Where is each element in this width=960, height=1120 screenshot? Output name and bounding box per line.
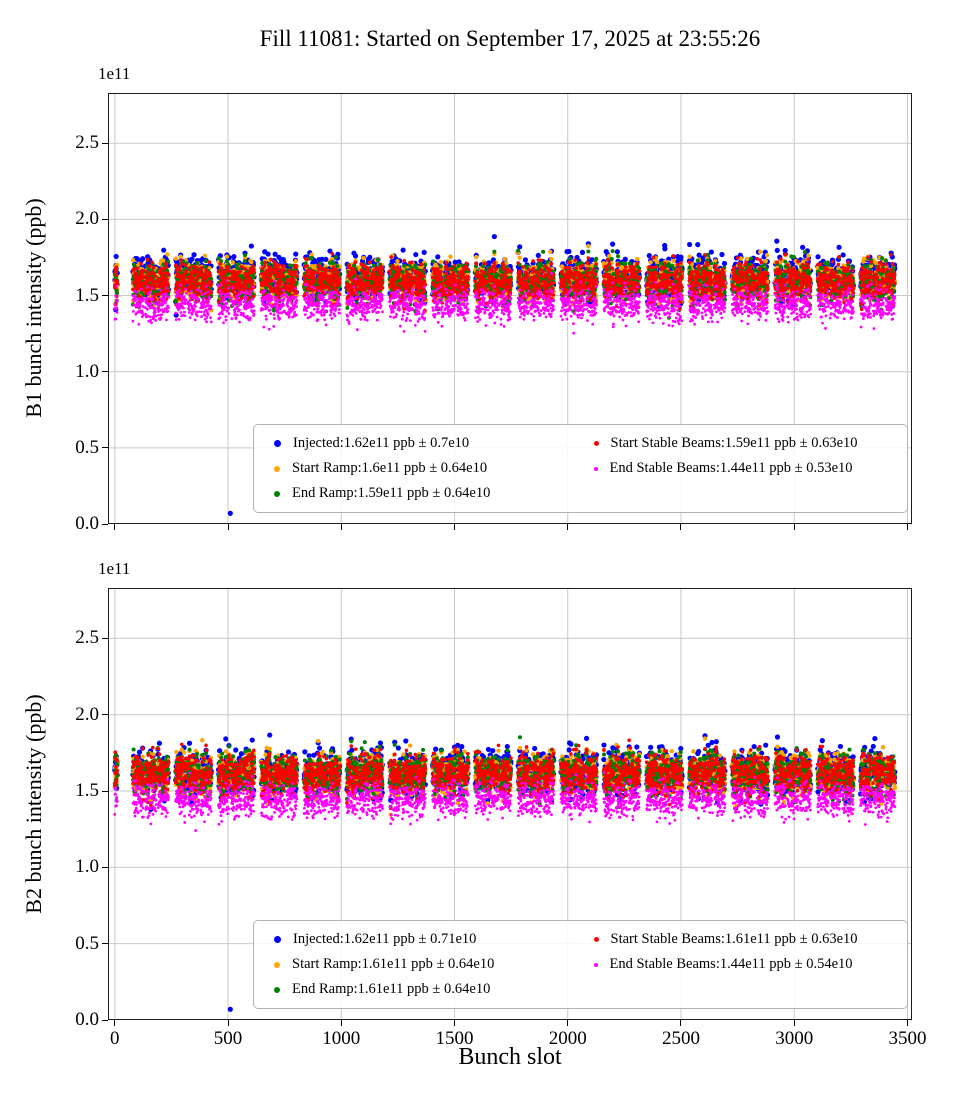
legend-item-injected: Injected:1.62e11 ppb ± 0.71e10 xyxy=(268,931,574,948)
x-tick-mark xyxy=(906,524,908,530)
legend-marker-icon xyxy=(274,936,281,943)
y-tick-label: 2.0 xyxy=(75,703,99,725)
legend-marker-icon xyxy=(274,490,280,497)
x-tick-label: 500 xyxy=(213,1028,243,1049)
b2-plot-area: Injected:1.62e11 ppb ± 0.71e10 Start Ramp… xyxy=(75,588,926,1049)
legend-label: End Stable Beams:1.44e11 ppb ± 0.53e10 xyxy=(609,460,853,476)
legend-label: Start Ramp:1.61e11 ppb ± 0.64e10 xyxy=(292,956,495,972)
legend-marker-icon xyxy=(593,937,599,942)
b1-legend: Injected:1.62e11 ppb ± 0.7e10 Start Ramp:… xyxy=(253,424,908,513)
legend-marker-icon xyxy=(593,466,598,471)
y-tick-mark xyxy=(102,943,108,945)
legend-item-start-stable-beams: Start Stable Beams:1.59e11 ppb ± 0.63e10 xyxy=(588,435,894,452)
legend-label: Injected:1.62e11 ppb ± 0.7e10 xyxy=(293,435,470,451)
y-tick-mark xyxy=(102,218,108,220)
x-tick-label: 0 xyxy=(110,1028,120,1049)
legend-label: End Ramp:1.61e11 ppb ± 0.64e10 xyxy=(292,981,491,997)
y-tick-label: 2.5 xyxy=(75,627,99,649)
legend-item-injected: Injected:1.62e11 ppb ± 0.7e10 xyxy=(268,435,574,452)
b2-y-axis-offset-label: 1e11 xyxy=(98,559,131,578)
x-tick-mark xyxy=(906,1020,908,1026)
legend-label: Start Ramp:1.6e11 ppb ± 0.64e10 xyxy=(292,460,488,476)
x-tick-mark xyxy=(114,1020,116,1026)
x-tick-label: 2000 xyxy=(548,1028,587,1049)
legend-label: Injected:1.62e11 ppb ± 0.71e10 xyxy=(293,931,477,947)
y-tick-mark xyxy=(102,714,108,716)
y-tick-mark xyxy=(102,866,108,868)
x-tick-label: 1500 xyxy=(435,1028,474,1049)
x-tick-mark xyxy=(340,524,342,530)
x-tick-mark xyxy=(340,1020,342,1026)
legend-label: End Ramp:1.59e11 ppb ± 0.64e10 xyxy=(292,485,491,501)
x-tick-mark xyxy=(680,524,682,530)
legend-marker-icon xyxy=(274,465,280,472)
legend-label: Start Stable Beams:1.61e11 ppb ± 0.63e10 xyxy=(610,931,858,947)
b1-y-axis-offset-label: 1e11 xyxy=(98,64,131,83)
legend-marker-icon xyxy=(593,441,599,446)
x-axis-label: Bunch slot xyxy=(458,1044,562,1070)
y-tick-mark xyxy=(102,447,108,449)
x-tick-label: 3500 xyxy=(888,1028,927,1049)
y-tick-mark xyxy=(102,523,108,525)
x-tick-label: 3000 xyxy=(775,1028,814,1049)
y-tick-label: 1.5 xyxy=(75,284,99,306)
legend-marker-icon xyxy=(274,961,280,968)
y-tick-mark xyxy=(102,790,108,792)
y-tick-mark xyxy=(102,637,108,639)
x-tick-mark xyxy=(567,1020,569,1026)
x-tick-mark xyxy=(227,524,229,530)
x-tick-mark xyxy=(793,1020,795,1026)
y-tick-label: 2.5 xyxy=(75,132,99,154)
y-tick-label: 0.5 xyxy=(75,436,99,458)
b2-legend: Injected:1.62e11 ppb ± 0.71e10 Start Ramp… xyxy=(253,920,908,1009)
y-tick-label: 0.0 xyxy=(75,513,99,534)
legend-item-start-ramp: Start Ramp:1.61e11 ppb ± 0.64e10 xyxy=(268,956,574,973)
x-tick-mark xyxy=(227,1020,229,1026)
b2-y-axis-label: B2 bunch intensity (ppb) xyxy=(21,694,46,914)
legend-marker-icon xyxy=(274,986,280,993)
y-tick-mark xyxy=(102,142,108,144)
y-tick-label: 2.0 xyxy=(75,208,99,230)
legend-item-start-ramp: Start Ramp:1.6e11 ppb ± 0.64e10 xyxy=(268,460,574,477)
x-tick-label: 1000 xyxy=(322,1028,361,1049)
x-tick-mark xyxy=(114,524,116,530)
y-tick-label: 0.0 xyxy=(75,1009,99,1030)
b1-y-axis-label: B1 bunch intensity (ppb) xyxy=(21,198,46,418)
legend-item-end-stable-beams: End Stable Beams:1.44e11 ppb ± 0.54e10 xyxy=(588,956,894,973)
y-tick-label: 1.0 xyxy=(75,856,99,878)
legend-label: Start Stable Beams:1.59e11 ppb ± 0.63e10 xyxy=(610,435,858,451)
y-tick-label: 1.5 xyxy=(75,780,99,802)
figure-title: Fill 11081: Started on September 17, 202… xyxy=(259,26,761,51)
x-tick-label: 2500 xyxy=(661,1028,700,1049)
y-tick-mark xyxy=(102,1019,108,1021)
x-tick-mark xyxy=(567,524,569,530)
x-tick-mark xyxy=(680,1020,682,1026)
legend-marker-icon xyxy=(593,962,598,967)
y-tick-label: 0.5 xyxy=(75,932,99,954)
legend-label: End Stable Beams:1.44e11 ppb ± 0.54e10 xyxy=(609,956,853,972)
x-tick-mark xyxy=(793,524,795,530)
x-tick-mark xyxy=(454,524,455,530)
y-tick-mark xyxy=(102,371,108,373)
legend-item-end-stable-beams: End Stable Beams:1.44e11 ppb ± 0.53e10 xyxy=(588,460,894,477)
legend-item-end-ramp: End Ramp:1.59e11 ppb ± 0.64e10 xyxy=(268,485,574,502)
y-tick-mark xyxy=(102,295,108,297)
legend-item-start-stable-beams: Start Stable Beams:1.61e11 ppb ± 0.63e10 xyxy=(588,931,894,948)
x-tick-mark xyxy=(454,1020,455,1026)
y-tick-label: 1.0 xyxy=(75,360,99,382)
legend-item-end-ramp: End Ramp:1.61e11 ppb ± 0.64e10 xyxy=(268,981,574,998)
b1-plot-area: Injected:1.62e11 ppb ± 0.7e10 Start Ramp:… xyxy=(75,93,912,534)
legend-marker-icon xyxy=(274,440,281,447)
